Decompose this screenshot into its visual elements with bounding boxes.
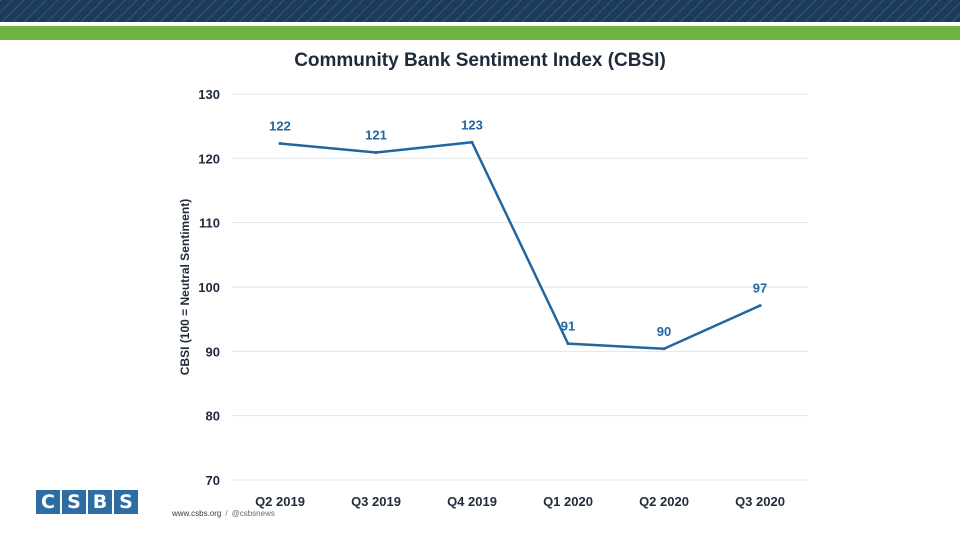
data-point	[278, 142, 282, 146]
y-tick-label: 110	[199, 216, 220, 231]
x-tick-label: Q3 2019	[351, 494, 401, 509]
data-label: 123	[461, 117, 483, 132]
header-divider	[0, 22, 960, 26]
y-tick-label: 80	[206, 409, 220, 424]
social-handle[interactable]: @csbsnews	[231, 509, 275, 518]
data-point	[470, 140, 474, 144]
accent-stripe	[0, 26, 960, 40]
data-point	[758, 304, 762, 308]
data-point	[374, 151, 378, 155]
footer-links: www.csbs.org / @csbsnews	[172, 509, 275, 518]
data-label: 91	[561, 319, 575, 334]
y-tick-label: 100	[198, 280, 220, 295]
data-point	[566, 342, 570, 346]
data-label: 90	[657, 324, 671, 339]
y-tick-label: 130	[198, 87, 220, 102]
logo-letter-c: C	[36, 490, 60, 514]
x-tick-label: Q4 2019	[447, 494, 497, 509]
website-link[interactable]: www.csbs.org	[172, 509, 222, 518]
logo-letter-s: S	[62, 490, 86, 514]
csbs-logo: C S B S	[36, 490, 140, 514]
y-tick-label: 120	[198, 151, 220, 166]
y-tick-label: 90	[206, 344, 220, 359]
footer-separator: /	[225, 509, 228, 518]
data-label: 97	[753, 281, 767, 296]
y-axis-label: CBSI (100 = Neutral Sentiment)	[178, 199, 192, 375]
x-tick-label: Q3 2020	[735, 494, 785, 509]
data-label: 122	[269, 119, 291, 134]
x-tick-label: Q2 2019	[255, 494, 305, 509]
header-band-pattern	[0, 0, 960, 22]
series-line-cbsi	[278, 141, 762, 351]
x-tick-label: Q2 2020	[639, 494, 689, 509]
logo-letter-s-2: S	[114, 490, 138, 514]
x-tick-label: Q1 2020	[543, 494, 593, 509]
chart-title: Community Bank Sentiment Index (CBSI)	[294, 50, 666, 71]
data-label: 121	[365, 128, 387, 143]
data-point	[662, 347, 666, 351]
header-band	[0, 0, 960, 22]
logo-letter-b: B	[88, 490, 112, 514]
y-tick-label: 70	[206, 473, 220, 488]
